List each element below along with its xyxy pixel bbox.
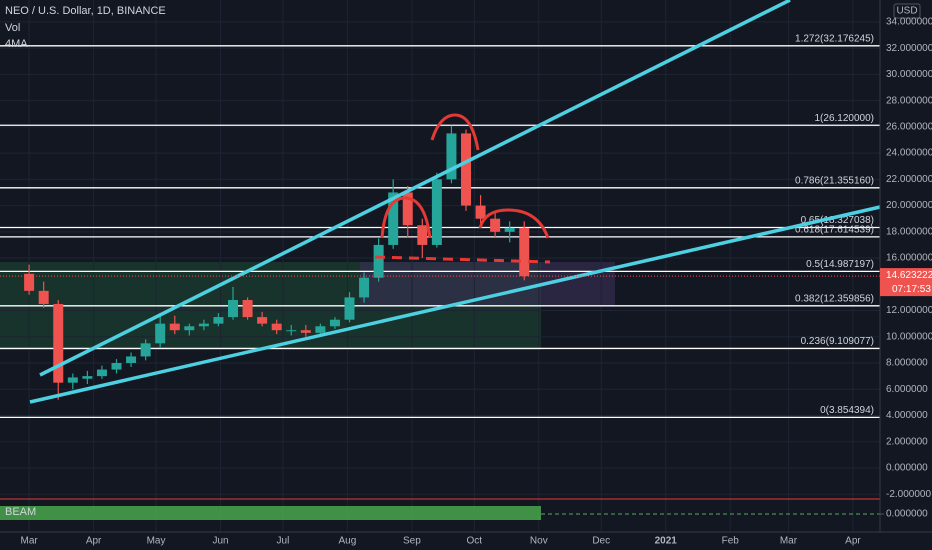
candle-body <box>286 330 297 332</box>
x-tick-label: Dec <box>592 536 610 547</box>
candle-body <box>67 377 78 383</box>
fib-label: 0.382(12.359856) <box>795 293 874 304</box>
x-tick-label: Mar <box>780 536 798 547</box>
candle-body <box>519 227 530 277</box>
fib-label: 0.236(9.109077) <box>801 336 874 347</box>
fib-label: 0.5(14.987197) <box>806 259 874 270</box>
indicator: Vol <box>5 22 20 34</box>
x-tick-label: Aug <box>339 536 357 547</box>
y-tick-label: 28.000000 <box>886 95 932 106</box>
fib-label: 0.786(21.355160) <box>795 175 874 186</box>
candle-body <box>24 273 35 291</box>
x-tick-label: May <box>147 536 166 547</box>
candle-body <box>82 376 93 379</box>
x-tick-label: Mar <box>21 536 39 547</box>
candle-body <box>388 192 399 245</box>
candle-body <box>169 323 180 331</box>
fib-label: 0.65(18.327038) <box>801 215 874 226</box>
beam-label: BEAM <box>5 506 36 518</box>
candle-body <box>198 323 209 327</box>
upper-trendline <box>39 0 791 377</box>
candle-body <box>96 369 107 377</box>
y-tick-label: 18.000000 <box>886 226 932 237</box>
neckline <box>374 255 551 264</box>
y-tick-label: 26.000000 <box>886 122 932 133</box>
candle-body <box>111 363 122 370</box>
y-tick-label: 4.000000 <box>886 410 928 421</box>
candle-body <box>504 227 515 232</box>
lower-trendline <box>29 205 881 404</box>
candle-body <box>140 343 151 357</box>
y-tick-label: 34.000000 <box>886 17 932 28</box>
candle-body <box>126 356 137 364</box>
symbol-title: NEO / U.S. Dollar, 1D, BINANCE <box>5 5 166 17</box>
currency: USD <box>896 6 917 17</box>
y-tick-label: 32.000000 <box>886 43 932 54</box>
candle-body <box>402 192 413 226</box>
candle-body <box>228 300 239 318</box>
candle-body <box>359 277 370 298</box>
x-tick-label: Apr <box>86 536 102 547</box>
candle-body <box>155 323 166 344</box>
axis-labels: 34.000000 32.000000 30.000000 28.000000 26.0… <box>21 17 932 547</box>
candle-body <box>417 225 428 245</box>
candle-body <box>184 326 195 331</box>
x-tick-label: Feb <box>722 536 740 547</box>
candle-body <box>329 319 340 327</box>
left-shoulder <box>380 196 432 239</box>
x-tick-label: 2021 <box>655 536 678 547</box>
y-tick-label: 6.000000 <box>886 384 928 395</box>
right-shoulder <box>478 208 550 239</box>
y-tick-label: -2.000000 <box>886 489 931 500</box>
x-tick-label: Sep <box>403 536 421 547</box>
y-tick-label: 20.000000 <box>886 200 932 211</box>
indicator: 4MA <box>5 38 28 50</box>
y-tick-label: 10.000000 <box>886 331 932 342</box>
beam-tick-label: 0.000000 <box>886 509 928 520</box>
countdown: 07:17:53 <box>892 284 931 295</box>
candle-body <box>213 317 224 324</box>
candle-body <box>53 303 64 383</box>
candle-body <box>344 297 355 320</box>
candle-body <box>38 290 49 304</box>
candle-body <box>271 323 282 331</box>
y-tick-label: 30.000000 <box>886 69 932 80</box>
beam-area <box>0 506 541 520</box>
candle-body <box>257 317 268 324</box>
x-tick-label: Oct <box>467 536 483 547</box>
fib-label: 0.618(17.614539) <box>795 225 874 236</box>
y-tick-label: 16.000000 <box>886 253 932 264</box>
last-price-label: 14.623222 <box>886 270 932 281</box>
head <box>430 113 480 151</box>
candle-body <box>461 133 472 206</box>
y-tick-label: 12.000000 <box>886 305 932 316</box>
candle-body <box>475 205 486 219</box>
candles <box>24 125 530 400</box>
candle-body <box>431 179 442 245</box>
candle-body <box>315 326 326 333</box>
candle-body <box>300 330 311 333</box>
fib-label: 1.272(32.176245) <box>795 33 874 44</box>
y-tick-label: 8.000000 <box>886 358 928 369</box>
last-price-box <box>880 268 932 297</box>
fib-label: 0(3.854394) <box>820 405 874 416</box>
candle-body <box>242 300 253 318</box>
y-tick-label: 2.000000 <box>886 436 928 447</box>
y-tick-label: 0.000000 <box>886 463 928 474</box>
candle-body <box>446 133 457 180</box>
x-tick-label: Jun <box>212 536 228 547</box>
x-tick-label: Nov <box>530 536 548 547</box>
y-tick-label: 24.000000 <box>886 148 932 159</box>
x-tick-label: Apr <box>845 536 861 547</box>
x-tick-label: Jul <box>277 536 290 547</box>
candle-body <box>373 244 384 278</box>
fib-label: 1(26.120000) <box>815 113 875 124</box>
candle-body <box>490 218 501 232</box>
y-tick-label: 22.000000 <box>886 174 932 185</box>
currency-box <box>893 3 921 19</box>
